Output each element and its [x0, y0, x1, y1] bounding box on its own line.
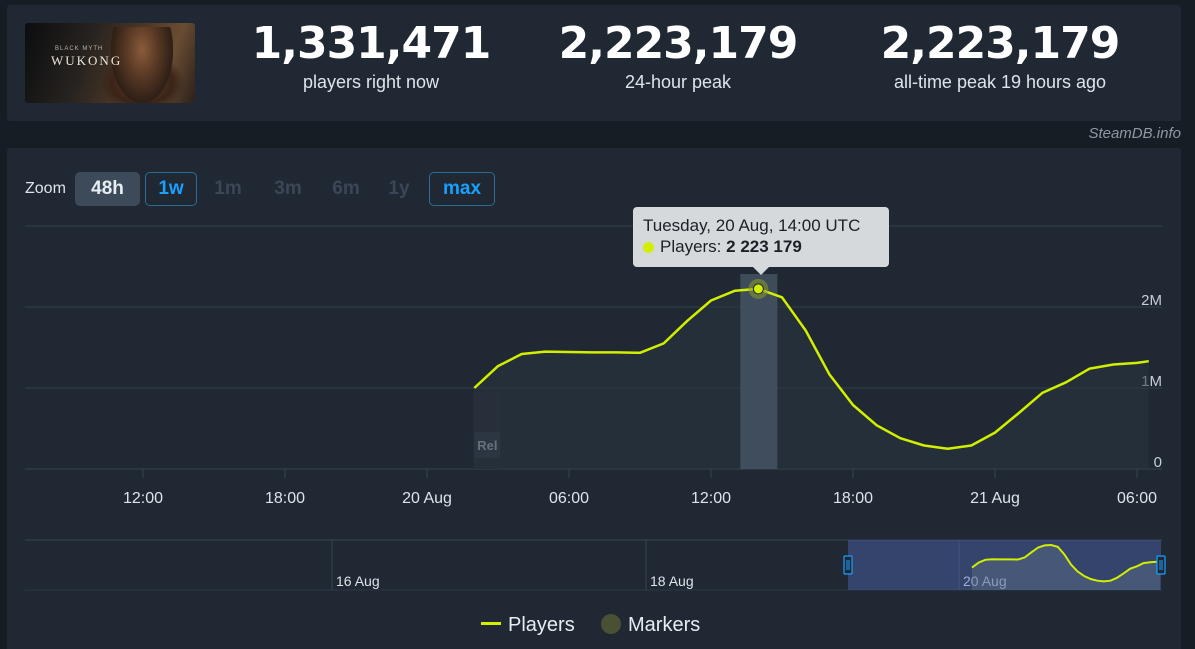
series-dot-icon	[643, 242, 654, 253]
x-tick-label: 12:00	[123, 490, 163, 507]
navigator-left-handle[interactable]	[843, 555, 853, 575]
x-tick-label: 20 Aug	[402, 490, 452, 507]
stat-label: all-time peak 19 hours ago	[893, 72, 1107, 92]
game-thumbnail[interactable]: BLACK MYTH WUKONG	[25, 23, 195, 103]
tooltip-row: Players: 2 223 179	[643, 236, 879, 258]
x-tick-label: 12:00	[691, 490, 731, 507]
stat-value: 2,223,179	[880, 18, 1121, 69]
y-tick-label: 0	[1154, 454, 1162, 471]
line-swatch-icon	[481, 622, 501, 625]
legend-label: Markers	[628, 614, 701, 636]
zoom-3m-button: 3m	[274, 178, 302, 199]
navigator-series-line	[971, 543, 1161, 583]
zoom-6m-button: 6m	[332, 178, 360, 199]
legend-label: Players	[508, 614, 575, 636]
legend-item-players[interactable]: Players	[481, 614, 575, 637]
zoom-1y-button: 1y	[388, 178, 410, 199]
x-tick-label: 18:00	[265, 490, 305, 507]
zoom-48h-button[interactable]: 48h	[75, 172, 140, 206]
release-marker-badge	[474, 432, 501, 458]
game-logo-subtext: BLACK MYTH	[55, 46, 104, 52]
stat-label: players right now	[302, 72, 440, 92]
zoom-label: Zoom	[25, 180, 66, 197]
navigator-tick-label: 18 Aug	[650, 573, 694, 589]
tooltip-title: Tuesday, 20 Aug, 14:00 UTC	[643, 216, 861, 235]
x-tick-label: 18:00	[833, 490, 873, 507]
stat-players-now: 1,331,471 players right now	[231, 18, 511, 94]
hover-band	[740, 274, 778, 469]
zoom-1m-button: 1m	[214, 178, 242, 199]
x-tick-label: 06:00	[1117, 490, 1157, 507]
marker-swatch-icon	[601, 614, 621, 634]
tooltip-caret	[753, 267, 769, 275]
stat-label: 24-hour peak	[624, 72, 732, 92]
tooltip-value: 2 223 179	[726, 237, 802, 256]
release-marker-label: Rel	[477, 438, 497, 453]
players-series-line	[473, 287, 1149, 451]
stat-value: 1,331,471	[251, 18, 492, 69]
zoom-max-button[interactable]: max	[429, 172, 495, 206]
zoom-1w-button[interactable]: 1w	[145, 172, 197, 206]
y-tick-label: 2M	[1141, 292, 1162, 309]
legend-item-markers[interactable]: Markers	[601, 614, 700, 637]
x-tick-label: 06:00	[549, 490, 589, 507]
attribution: SteamDB.info	[1088, 125, 1181, 142]
peak-point	[752, 283, 764, 295]
stat-value: 2,223,179	[558, 18, 799, 69]
game-art-figure	[111, 27, 173, 103]
series-area	[474, 288, 1149, 469]
stats-panel: BLACK MYTH WUKONG	[7, 5, 1181, 121]
tooltip-series-label: Players:	[660, 237, 727, 256]
stat-all-time-peak: 2,223,179 all-time peak 19 hours ago	[860, 18, 1140, 94]
navigator-area	[972, 545, 1160, 590]
navigator-right-handle[interactable]	[1156, 555, 1166, 575]
navigator-tick-label: 16 Aug	[336, 573, 380, 589]
navigator-tick-label: 20 Aug	[963, 573, 1007, 589]
game-logo-text: WUKONG	[51, 53, 123, 68]
chart-tooltip: Tuesday, 20 Aug, 14:00 UTC Players: 2 22…	[633, 207, 889, 275]
x-tick-label: 21 Aug	[970, 490, 1020, 507]
stat-24h-peak: 2,223,179 24-hour peak	[538, 18, 818, 94]
